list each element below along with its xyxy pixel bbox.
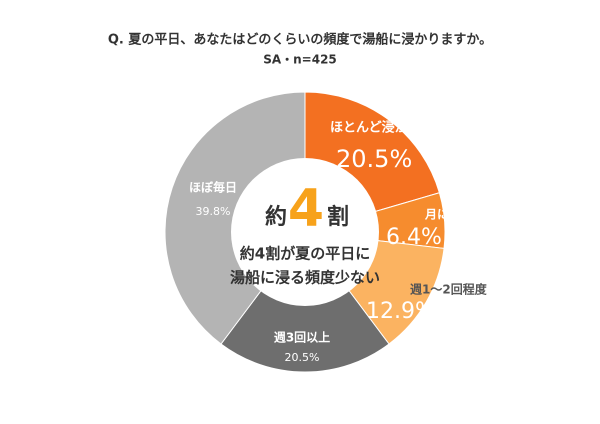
headline-number: 4: [288, 179, 324, 239]
slice-label: ほとんど浸からない（シャワーのみ）: [330, 120, 551, 136]
value-label: 20.5%: [336, 145, 412, 173]
chart-title: Q. 夏の平日、あなたはどのくらいの頻度で湯船に浸かりますか。: [108, 32, 492, 48]
chart-subtitle: SA・n=425: [263, 53, 337, 67]
value-label: 12.9%: [366, 299, 436, 324]
slice-label: 月に数回程度: [424, 207, 498, 222]
center-text: 約4割が夏の平日に: [240, 245, 370, 263]
headline-part: 割: [327, 204, 349, 230]
value-label: 6.4%: [386, 225, 442, 250]
headline-part: 約: [265, 204, 287, 230]
slice-label: 週1～2回程度: [410, 282, 488, 297]
value-label: 20.5%: [285, 351, 320, 364]
slice-label: ほぼ毎日: [189, 180, 237, 195]
slice-label: 週3回以上: [274, 330, 330, 345]
value-label: 39.8%: [196, 205, 231, 218]
donut-hole: [231, 158, 379, 306]
center-text: 湯船に浸る頻度少ない: [230, 269, 380, 287]
